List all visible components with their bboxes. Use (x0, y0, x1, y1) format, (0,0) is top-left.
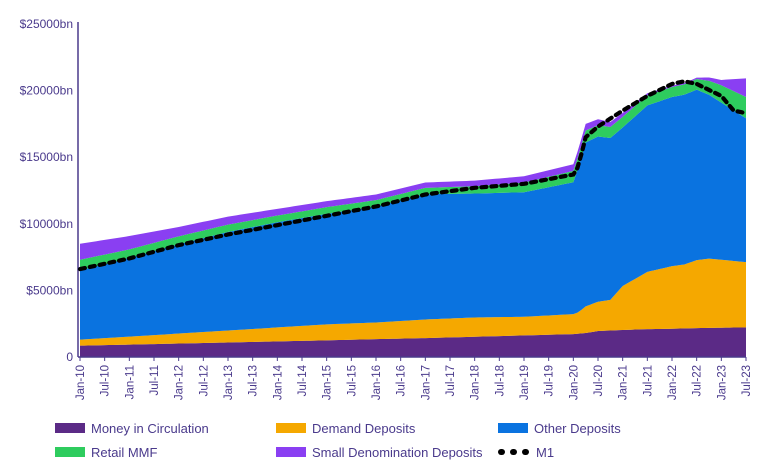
x-tick-label: Jan-20 (568, 365, 580, 400)
legend-swatch-demand (276, 423, 306, 433)
y-tick-label: $15000bn (20, 150, 73, 164)
y-tick-label: $5000bn (26, 283, 73, 297)
x-tick-label: Jan-15 (322, 365, 334, 400)
legend: Money in Circulation Demand Deposits Oth… (0, 418, 768, 468)
x-tick-label: Jan-14 (272, 364, 284, 400)
x-tick-label: Jul-16 (396, 365, 408, 396)
legend-label-demand: Demand Deposits (312, 420, 416, 436)
legend-item-money: Money in Circulation (55, 418, 209, 438)
x-tick-label: Jul-13 (248, 365, 260, 396)
y-axis: 0 $5000bn $10000bn $15000bn $20000bn $25000bn (20, 17, 79, 364)
legend-item-demand: Demand Deposits (276, 418, 415, 438)
area-small (80, 77, 746, 260)
x-tick-label: Jan-19 (519, 365, 531, 400)
area-money (80, 327, 746, 357)
y-tick-label: 0 (66, 350, 73, 364)
legend-swatch-other (498, 423, 528, 433)
x-tick-label: Jul-17 (445, 365, 457, 396)
legend-label-m1: M1 (536, 444, 555, 460)
x-tick-label: Jul-23 (741, 365, 753, 396)
x-tick-label: Jul-18 (494, 365, 506, 396)
x-tick-label: Jan-16 (371, 365, 383, 400)
legend-swatch-money (55, 423, 85, 433)
x-tick-label: Jul-20 (593, 365, 605, 396)
legend-item-other: Other Deposits (498, 418, 621, 438)
x-tick-label: Jul-15 (346, 365, 358, 396)
x-tick-label: Jul-12 (198, 365, 210, 396)
stacked-areas (80, 77, 746, 357)
y-tick-label: $20000bn (20, 84, 73, 98)
legend-label-money: Money in Circulation (91, 420, 209, 436)
legend-label-small: Small Denomination Deposits (312, 444, 483, 460)
x-tick-label: Jan-17 (420, 365, 432, 400)
area-other (80, 89, 746, 340)
x-tick-label: Jan-21 (618, 365, 630, 400)
x-tick-label: Jul-14 (297, 364, 309, 396)
x-tick-label: Jul-21 (642, 365, 654, 396)
area-demand (80, 258, 746, 346)
y-tick-label: $10000bn (20, 217, 73, 231)
x-tick-label: Jan-12 (174, 365, 186, 400)
x-tick-label: Jan-10 (75, 365, 87, 400)
x-tick-label: Jan-18 (470, 365, 482, 400)
line-m1 (77, 79, 749, 272)
legend-item-small: Small Denomination Deposits (276, 442, 483, 462)
legend-label-other: Other Deposits (534, 420, 621, 436)
legend-swatch-m1 (496, 447, 532, 457)
legend-label-mmf: Retail MMF (91, 444, 158, 460)
legend-item-m1: M1 (496, 442, 554, 462)
x-tick-label: Jan-23 (716, 365, 728, 400)
x-tick-label: Jul-22 (692, 365, 704, 396)
x-tick-label: Jan-13 (223, 365, 235, 400)
area-mmf (80, 79, 746, 271)
legend-item-mmf: Retail MMF (55, 442, 157, 462)
legend-swatch-small (276, 447, 306, 457)
x-tick-label: Jul-10 (100, 365, 112, 396)
y-tick-label: $25000bn (20, 17, 73, 31)
x-tick-label: Jul-19 (544, 365, 556, 396)
x-axis: Jan-10 Jul-10 Jan-11 Jul-11 Jan-12 Jul-12 Jan-… (75, 356, 753, 400)
x-tick-label: Jan-11 (124, 365, 136, 399)
x-tick-label: Jan-22 (667, 365, 679, 400)
m1-line-group (77, 79, 749, 272)
legend-swatch-mmf (55, 447, 85, 457)
x-tick-label: Jul-11 (149, 365, 161, 395)
